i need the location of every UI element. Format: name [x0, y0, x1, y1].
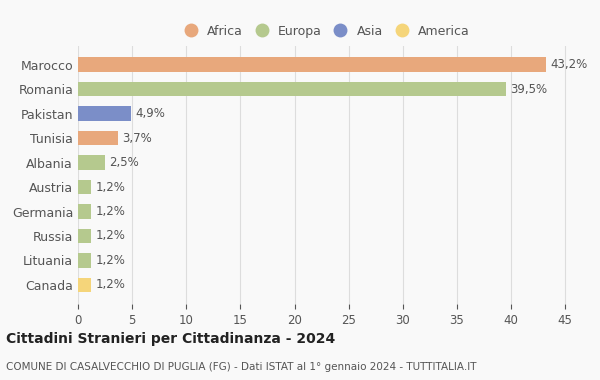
Bar: [78, 82, 506, 97]
Text: 43,2%: 43,2%: [550, 58, 587, 71]
Text: COMUNE DI CASALVECCHIO DI PUGLIA (FG) - Dati ISTAT al 1° gennaio 2024 - TUTTITAL: COMUNE DI CASALVECCHIO DI PUGLIA (FG) - …: [6, 363, 476, 372]
Text: 3,7%: 3,7%: [122, 131, 152, 145]
Bar: [78, 180, 91, 195]
Bar: [78, 229, 91, 243]
Text: 1,2%: 1,2%: [95, 254, 125, 267]
Text: Cittadini Stranieri per Cittadinanza - 2024: Cittadini Stranieri per Cittadinanza - 2…: [6, 332, 335, 346]
Text: 4,9%: 4,9%: [136, 107, 165, 120]
Bar: [78, 204, 91, 219]
Bar: [78, 253, 91, 268]
Bar: [78, 106, 131, 121]
Text: 1,2%: 1,2%: [95, 205, 125, 218]
Bar: [78, 57, 545, 72]
Bar: [78, 277, 91, 292]
Text: 2,5%: 2,5%: [109, 156, 139, 169]
Text: 1,2%: 1,2%: [95, 230, 125, 242]
Text: 39,5%: 39,5%: [510, 83, 547, 96]
Legend: Africa, Europa, Asia, America: Africa, Europa, Asia, America: [178, 18, 476, 44]
Text: 1,2%: 1,2%: [95, 279, 125, 291]
Bar: [78, 155, 105, 170]
Text: 1,2%: 1,2%: [95, 180, 125, 193]
Bar: [78, 131, 118, 146]
